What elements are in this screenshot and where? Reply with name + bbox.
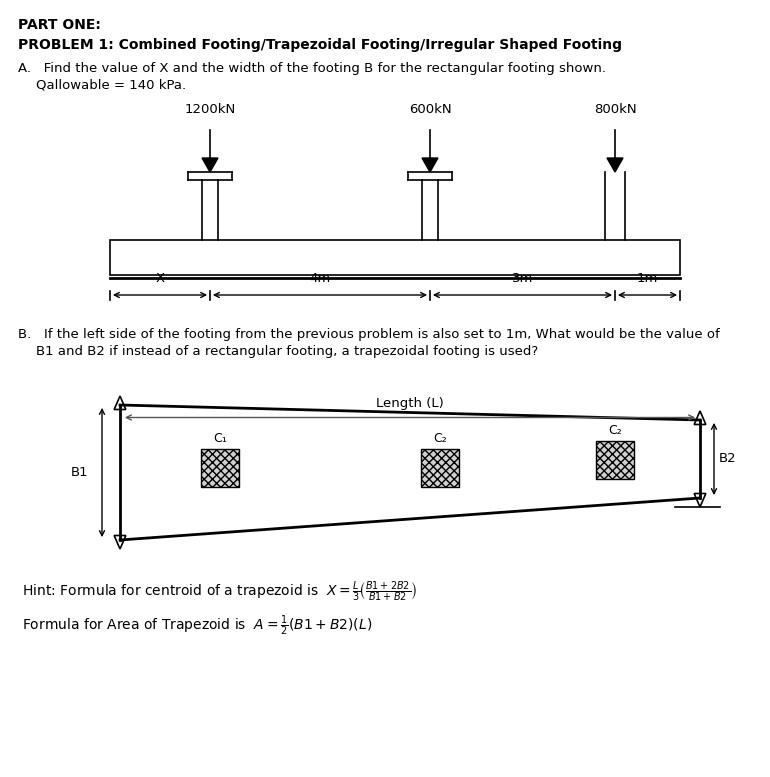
Text: 3m: 3m <box>512 272 533 285</box>
Text: Qallowable = 140 kPa.: Qallowable = 140 kPa. <box>36 78 186 91</box>
Text: B2: B2 <box>719 452 737 465</box>
Bar <box>201 449 239 487</box>
Polygon shape <box>422 158 438 172</box>
Polygon shape <box>607 158 623 172</box>
Text: B.   If the left side of the footing from the previous problem is also set to 1m: B. If the left side of the footing from … <box>18 328 720 341</box>
Text: 600kN: 600kN <box>409 103 451 116</box>
Text: A.   Find the value of X and the width of the footing B for the rectangular foot: A. Find the value of X and the width of … <box>18 62 606 75</box>
Text: Hint: Formula for centroid of a trapezoid is  $X = \frac{L}{3}\!\left(\frac{B1+2: Hint: Formula for centroid of a trapezoi… <box>22 580 417 605</box>
Text: PART ONE:: PART ONE: <box>18 18 101 32</box>
Text: Formula for Area of Trapezoid is  $A = \frac{1}{2}(B1 + B2)(L)$: Formula for Area of Trapezoid is $A = \f… <box>22 614 372 639</box>
Text: C₂: C₂ <box>433 432 447 445</box>
Polygon shape <box>202 158 218 172</box>
Text: B1 and B2 if instead of a rectangular footing, a trapezoidal footing is used?: B1 and B2 if instead of a rectangular fo… <box>36 345 538 358</box>
Text: 1200kN: 1200kN <box>184 103 236 116</box>
Text: 4m: 4m <box>310 272 330 285</box>
Text: Length (L): Length (L) <box>376 398 444 410</box>
Text: C₂: C₂ <box>608 424 622 437</box>
Text: PROBLEM 1: Combined Footing/Trapezoidal Footing/Irregular Shaped Footing: PROBLEM 1: Combined Footing/Trapezoidal … <box>18 38 622 52</box>
Text: B1: B1 <box>70 466 88 479</box>
Text: X: X <box>156 272 165 285</box>
Bar <box>110 240 680 275</box>
Text: C₁: C₁ <box>213 432 227 445</box>
Bar <box>421 449 459 487</box>
Text: 1m: 1m <box>637 272 658 285</box>
Bar <box>596 441 634 479</box>
Text: 800kN: 800kN <box>594 103 636 116</box>
